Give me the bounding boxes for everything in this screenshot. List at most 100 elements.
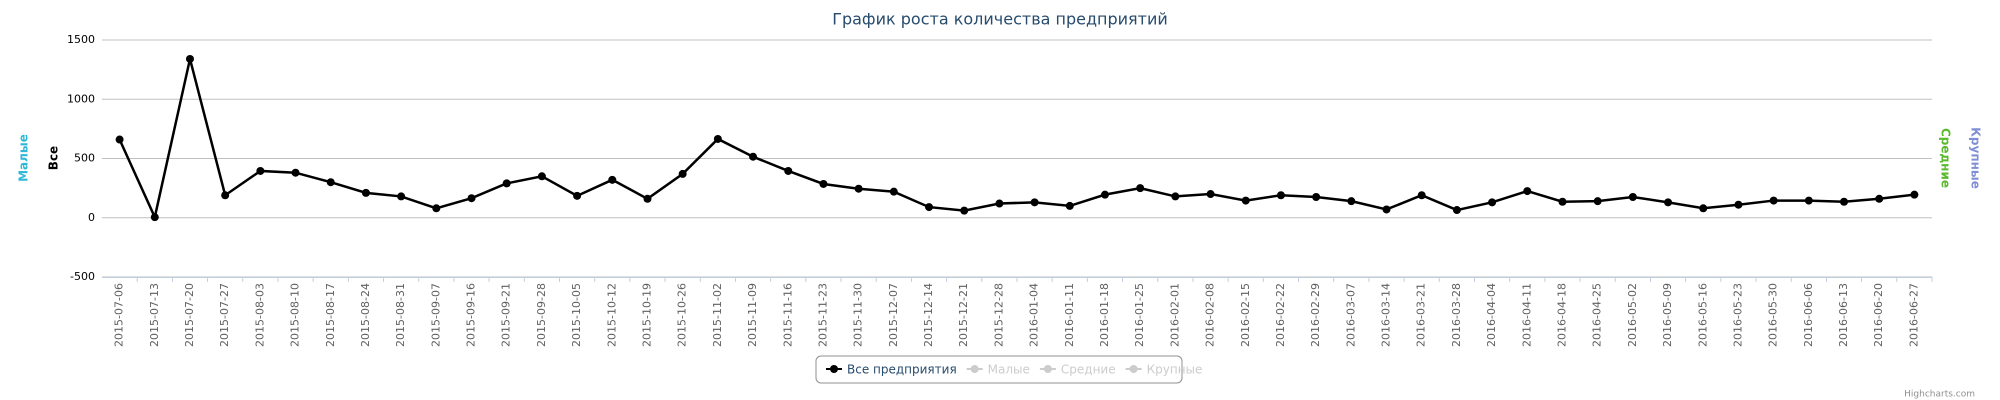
data-point [291,168,300,177]
x-tick-label: 2016-05-16 [1696,283,1709,347]
data-point [1523,187,1532,196]
x-tick-label: 2016-06-27 [1907,283,1920,347]
data-point [1804,196,1813,205]
x-tick-label: 2016-06-13 [1837,283,1850,347]
legend-item[interactable]: Малые [966,363,1030,377]
data-point [854,184,863,193]
x-tick-label: 2016-02-29 [1309,283,1322,347]
legend-item[interactable]: Средние [1039,363,1116,377]
data-point [1910,190,1919,199]
legend: Все предприятия Малые Средние Крупные [815,355,1203,384]
data-point [185,54,194,63]
x-tick-label: 2015-07-20 [183,283,196,347]
data-point [150,213,159,222]
x-tick-label: 2015-12-21 [957,283,970,347]
legend-label: Все предприятия [847,363,957,377]
x-tick-label: 2015-09-07 [429,283,442,347]
x-tick-label: 2015-08-24 [359,283,372,347]
data-point [1382,205,1391,214]
legend-symbol [830,365,838,373]
data-point [1558,197,1567,206]
x-tick-label: 2015-11-02 [711,283,724,347]
x-tick-label: 2016-01-04 [1028,283,1041,347]
x-tick-label: 2015-10-05 [570,283,583,347]
data-point [1276,191,1285,200]
data-point [1241,196,1250,205]
x-tick-label: 2016-02-01 [1168,283,1181,347]
x-tick-label: 2016-04-04 [1485,283,1498,347]
legend-symbol [1043,365,1052,373]
y2-axis-title: Средние [1939,128,1953,188]
legend-label: Крупные [1147,363,1203,377]
data-point [1699,204,1708,213]
data-point [1488,198,1497,207]
x-tick-label: 2016-04-25 [1591,283,1604,347]
data-point [1030,198,1039,207]
series-line [118,58,1915,222]
x-tick-label: 2015-12-14 [922,283,935,347]
data-point [467,194,476,203]
legend-label: Средние [1061,363,1116,377]
x-tick-label: 2016-05-23 [1731,283,1744,347]
data-point [1628,193,1637,202]
data-point [361,188,370,197]
data-point [502,179,511,188]
data-point [1875,194,1884,203]
x-tick-label: 2016-02-22 [1274,283,1287,347]
data-point [1100,190,1109,199]
credits: Highcharts.com [1904,390,1975,400]
data-point [573,191,582,200]
y-tick-label: -500 [70,270,95,283]
legend-symbol [970,365,979,373]
y-tick-label: 0 [88,211,95,224]
x-tick-label: 2016-01-18 [1098,283,1111,347]
data-point [995,199,1004,208]
x-tick-label: 2015-11-30 [852,283,865,347]
data-point [1734,200,1743,209]
y-axis-title: Малые [17,134,31,182]
x-tick-label: 2016-01-25 [1133,283,1146,347]
x-tick-label: 2016-03-28 [1450,283,1463,347]
data-point [713,134,722,143]
data-point [925,203,934,212]
x-tick-label: 2015-12-07 [887,283,900,347]
x-tick-label: 2016-02-08 [1204,283,1217,347]
data-point [749,152,758,161]
data-point [115,135,124,144]
legend-item[interactable]: Крупные [1125,363,1203,377]
data-point [643,194,652,203]
data-point [608,175,617,184]
y2-axis-title: Крупные [1969,127,1983,189]
x-tick-label: 2015-08-03 [253,283,266,347]
data-point [1206,190,1215,199]
data-point [1452,206,1461,215]
x-tick-label: 2016-03-14 [1380,283,1393,347]
x-tick-label: 2015-07-13 [148,283,161,347]
legend-symbol [1129,365,1138,373]
data-point [960,206,969,215]
x-tick-label: 2015-08-17 [324,283,337,347]
x-tick-label: 2016-06-20 [1872,283,1885,347]
chart-title: График роста количества предприятий [832,10,1168,29]
x-tick-label: 2015-07-06 [113,283,126,347]
x-tick-label: 2015-09-21 [500,283,513,347]
x-tick-label: 2015-10-12 [605,283,618,347]
legend-label: Малые [988,363,1030,377]
data-point [326,178,335,187]
data-point [397,192,406,201]
x-tick-label: 2016-06-06 [1802,283,1815,347]
x-tick-label: 2015-08-31 [394,283,407,347]
x-tick-label: 2015-11-16 [781,283,794,347]
data-point [784,166,793,175]
legend-box [815,355,1183,384]
data-point [432,204,441,213]
x-tick-label: 2016-03-07 [1344,283,1357,347]
legend-item[interactable]: Все предприятия [826,363,957,377]
data-point [1840,197,1849,206]
data-point [1312,193,1321,202]
x-tick-label: 2015-10-26 [676,283,689,347]
x-tick-label: 2015-12-28 [992,283,1005,347]
data-point [537,172,546,181]
data-point [889,187,898,196]
x-tick-label: 2015-07-27 [218,283,231,347]
